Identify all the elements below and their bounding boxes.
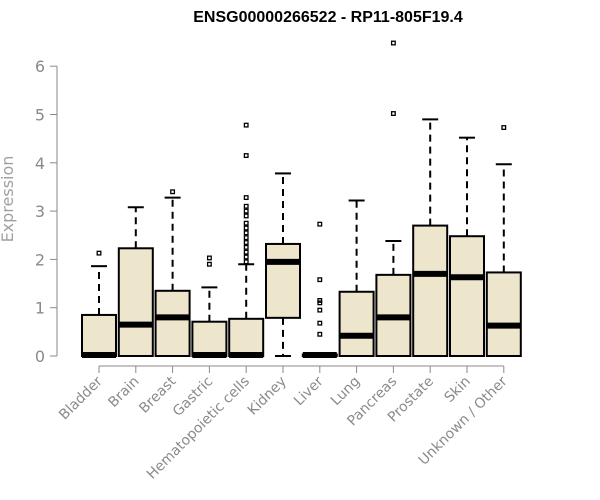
outlier-point <box>243 244 249 250</box>
outlier-point <box>243 208 249 214</box>
y-tick-label: 3 <box>35 202 45 221</box>
y-tick-label: 0 <box>35 347 45 366</box>
box-pancreas <box>375 40 412 357</box>
outlier-point <box>243 254 249 260</box>
outlier-point <box>243 259 249 265</box>
outlier-point <box>317 320 323 326</box>
outlier-point <box>243 195 249 201</box>
outlier-point <box>390 40 396 46</box>
box-iqr <box>228 317 265 357</box>
y-tick-label: 4 <box>35 154 45 173</box>
box-iqr <box>338 290 375 357</box>
box-iqr <box>265 242 301 319</box>
box-iqr <box>191 320 228 357</box>
box-hematopoietic-cells <box>228 122 265 359</box>
y-tick-label: 2 <box>35 250 45 269</box>
box-iqr <box>117 247 154 357</box>
chart-title: ENSG00000266522 - RP11-805F19.4 <box>193 9 463 26</box>
x-tick-label: Kidney <box>245 374 290 419</box>
outlier-point <box>243 153 249 159</box>
outlier-point <box>243 213 249 219</box>
box-lung <box>338 199 375 357</box>
x-tick-label: Skin <box>441 374 473 406</box>
outlier-point <box>317 277 323 283</box>
box-brain <box>117 206 154 357</box>
box-liver <box>301 221 338 359</box>
outlier-point <box>243 220 249 226</box>
outlier-point <box>243 203 249 209</box>
box-prostate <box>412 118 449 357</box>
x-tick-label: Liver <box>291 373 327 409</box>
outlier-point <box>170 189 176 195</box>
outlier-point <box>243 122 249 128</box>
outlier-point <box>96 250 102 256</box>
outlier-point <box>317 331 323 337</box>
y-axis-label: Expression <box>0 156 17 243</box>
box-iqr <box>154 289 191 358</box>
box-unknown-other <box>485 125 522 358</box>
outlier-point <box>243 230 249 236</box>
outlier-point <box>243 235 249 241</box>
outlier-point <box>317 307 323 313</box>
box-kidney <box>265 172 301 357</box>
outlier-point <box>243 249 249 255</box>
box-layer <box>81 40 522 359</box>
box-gastric <box>191 255 228 359</box>
box-skin <box>449 136 485 357</box>
outlier-point <box>243 240 249 245</box>
outlier-point <box>390 111 396 116</box>
outlier-point <box>501 125 507 130</box>
outlier-point <box>243 225 249 231</box>
y-tick-label: 5 <box>35 106 45 125</box>
box-iqr <box>449 235 485 357</box>
y-tick-label: 1 <box>35 299 45 318</box>
outlier-point <box>317 298 323 303</box>
box-bladder <box>81 250 117 359</box>
outlier-point <box>206 261 212 267</box>
outlier-point <box>317 221 323 227</box>
box-iqr <box>81 313 117 358</box>
outlier-point <box>206 255 212 261</box>
y-tick-label: 6 <box>35 57 45 76</box>
box-breast <box>154 189 191 358</box>
box-iqr <box>412 224 449 357</box>
box-iqr <box>485 271 522 358</box>
x-tick-label: Bladder <box>56 373 106 423</box>
axis-layer: 0 1 2 3 4 5 6 <box>35 57 505 373</box>
